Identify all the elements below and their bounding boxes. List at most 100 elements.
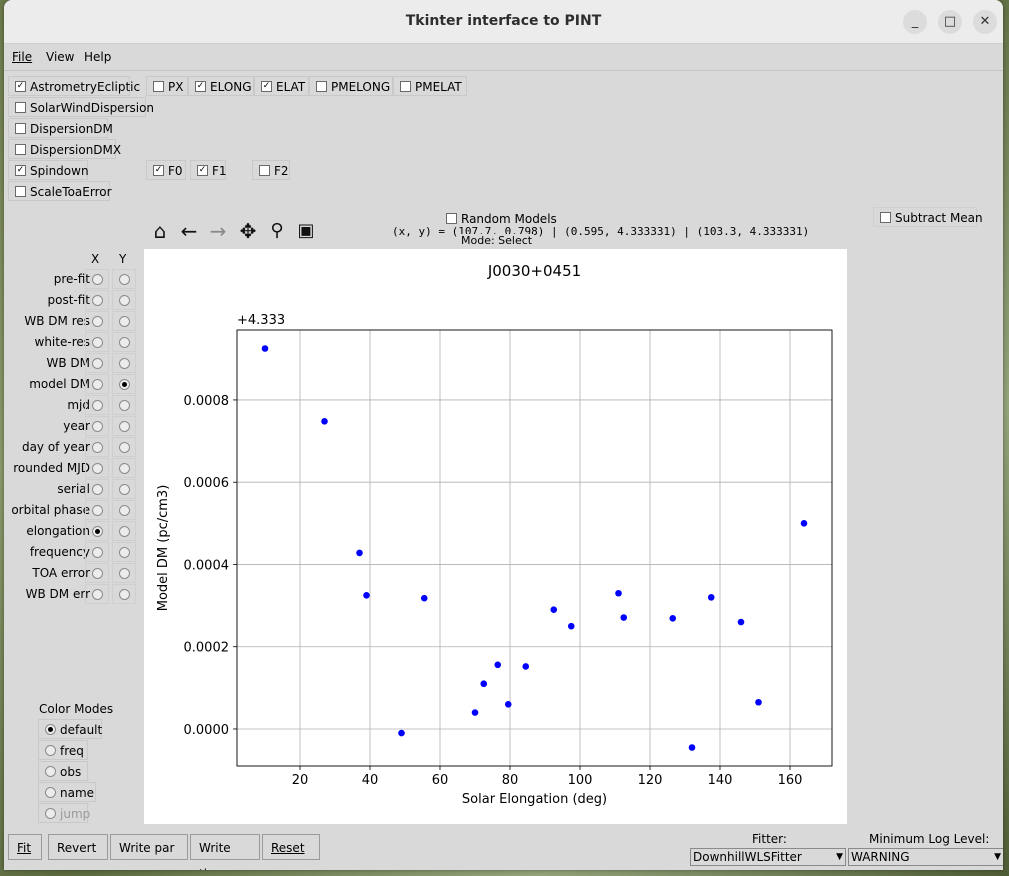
loglevel-select[interactable]: WARNING ▼ <box>848 848 1003 866</box>
data-point[interactable] <box>398 729 405 737</box>
param-elat-checkbox[interactable]: ✓ ELAT <box>254 76 309 96</box>
checkbox-box[interactable]: ✓ <box>197 165 208 176</box>
subtract-mean-checkbox[interactable]: Subtract Mean <box>873 207 983 227</box>
data-point[interactable] <box>550 606 558 613</box>
checkbox-box[interactable]: ✓ <box>15 165 26 176</box>
x-axis-radio-model-dm[interactable] <box>92 379 103 390</box>
checkbox-box[interactable] <box>15 144 26 155</box>
x-axis-radio-wb-dm[interactable] <box>92 358 103 369</box>
data-point[interactable] <box>620 614 628 621</box>
data-point[interactable] <box>480 680 488 688</box>
y-axis-radio-mjd[interactable] <box>119 400 130 411</box>
x-axis-radio-rounded-mjd[interactable] <box>92 463 103 474</box>
radio-button[interactable] <box>45 808 56 819</box>
x-axis-radio-day-of-year[interactable] <box>92 442 103 453</box>
checkbox-box[interactable]: ✓ <box>15 81 26 92</box>
component-spindown-checkbox[interactable]: ✓ Spindown <box>8 160 89 180</box>
component-scaletoa-checkbox[interactable]: ScaleToaError <box>8 181 112 201</box>
data-point[interactable] <box>755 698 762 706</box>
x-axis-radio-post-fit[interactable] <box>92 295 103 306</box>
component-dispersiondm-checkbox[interactable]: DispersionDM <box>8 118 113 138</box>
x-axis-radio-year[interactable] <box>92 421 103 432</box>
minimize-icon[interactable]: _ <box>903 10 927 34</box>
checkbox-box[interactable] <box>316 81 327 92</box>
maximize-icon[interactable]: □ <box>938 10 962 34</box>
x-axis-radio-serial[interactable] <box>92 484 103 495</box>
menu-file[interactable]: File <box>12 50 33 64</box>
data-point[interactable] <box>615 589 622 597</box>
param-pmelong-checkbox[interactable]: PMELONG <box>309 76 393 96</box>
reset-button[interactable]: Reset <box>262 834 320 860</box>
y-axis-radio-pre-fit[interactable] <box>119 274 130 285</box>
y-axis-radio-serial[interactable] <box>119 484 130 495</box>
x-axis-radio-mjd[interactable] <box>92 400 103 411</box>
revert-button[interactable]: Revert <box>48 834 108 860</box>
scatter-chart[interactable]: 20 40 60 80 100 120 140 160 0.0000 0.0002 0.0004 0.… <box>144 249 847 824</box>
data-point[interactable] <box>567 622 575 630</box>
data-point[interactable] <box>471 709 479 716</box>
zoom-icon[interactable]: ⚲ <box>270 220 284 241</box>
back-arrow-icon[interactable]: ← <box>180 219 198 243</box>
checkbox-box[interactable] <box>400 81 411 92</box>
data-point[interactable] <box>321 418 328 425</box>
radio-button[interactable] <box>45 745 56 756</box>
checkbox-box[interactable] <box>15 186 26 197</box>
checkbox-box[interactable] <box>446 213 457 224</box>
data-point[interactable] <box>669 615 677 622</box>
y-axis-radio-rounded-mjd[interactable] <box>119 463 130 474</box>
y-axis-radio-toa-error[interactable] <box>119 568 130 579</box>
component-astrometry-checkbox[interactable]: ✓ AstrometryEcliptic <box>8 76 140 96</box>
data-point[interactable] <box>363 592 370 599</box>
data-point[interactable] <box>688 744 696 751</box>
color-mode-obs-radio[interactable]: obs <box>38 761 88 781</box>
home-icon[interactable]: ⌂ <box>153 219 167 243</box>
fit-button[interactable]: Fit <box>8 834 42 860</box>
x-axis-radio-wb-dm-err[interactable] <box>92 589 103 600</box>
data-point[interactable] <box>261 345 269 352</box>
y-axis-radio-frequency[interactable] <box>119 547 130 558</box>
checkbox-box[interactable]: ✓ <box>153 165 164 176</box>
y-axis-radio-white-res[interactable] <box>119 337 130 348</box>
param-elong-checkbox[interactable]: ✓ ELONG <box>188 76 254 96</box>
fitter-select[interactable]: DownhillWLSFitter ▼ <box>690 848 846 866</box>
color-mode-name-radio[interactable]: name <box>38 782 96 802</box>
component-solarwind-checkbox[interactable]: SolarWindDispersion <box>8 97 154 117</box>
data-point[interactable] <box>707 594 715 601</box>
data-point[interactable] <box>356 549 363 557</box>
x-axis-radio-wb-dm-res[interactable] <box>92 316 103 327</box>
color-mode-freq-radio[interactable]: freq <box>38 740 88 760</box>
radio-button[interactable] <box>45 766 56 777</box>
param-pmelat-checkbox[interactable]: PMELAT <box>393 76 467 96</box>
data-point[interactable] <box>420 594 428 602</box>
y-axis-radio-day-of-year[interactable] <box>119 442 130 453</box>
color-mode-jump-radio[interactable]: jump <box>38 803 90 823</box>
y-axis-radio-year[interactable] <box>119 421 130 432</box>
radio-button[interactable] <box>45 724 56 735</box>
x-axis-radio-elongation[interactable] <box>92 526 103 537</box>
x-axis-radio-pre-fit[interactable] <box>92 274 103 285</box>
y-axis-radio-post-fit[interactable] <box>119 295 130 306</box>
color-mode-default-radio[interactable]: default <box>38 719 102 739</box>
menu-view[interactable]: View <box>46 50 75 64</box>
random-models-checkbox[interactable]: Random Models <box>440 209 557 229</box>
write-tim-button[interactable]: Write tim <box>190 834 260 870</box>
close-icon[interactable]: ✕ <box>973 10 997 34</box>
y-axis-radio-elongation[interactable] <box>119 526 130 537</box>
data-point[interactable] <box>494 661 502 669</box>
pan-icon[interactable]: ✥ <box>239 219 257 243</box>
data-point[interactable] <box>504 701 512 708</box>
checkbox-box[interactable] <box>15 102 26 113</box>
x-axis-radio-orbital-phase[interactable] <box>92 505 103 516</box>
x-axis-radio-frequency[interactable] <box>92 547 103 558</box>
checkbox-box[interactable]: ✓ <box>195 81 206 92</box>
radio-button[interactable] <box>45 787 56 798</box>
y-axis-radio-model-dm[interactable] <box>119 379 130 390</box>
checkbox-box[interactable]: ✓ <box>261 81 272 92</box>
y-axis-radio-orbital-phase[interactable] <box>119 505 130 516</box>
checkbox-box[interactable] <box>153 81 164 92</box>
param-f2-checkbox[interactable]: F2 <box>252 160 290 180</box>
x-axis-radio-white-res[interactable] <box>92 337 103 348</box>
write-par-button[interactable]: Write par <box>110 834 188 860</box>
checkbox-box[interactable] <box>880 212 891 223</box>
param-px-checkbox[interactable]: PX <box>146 76 188 96</box>
